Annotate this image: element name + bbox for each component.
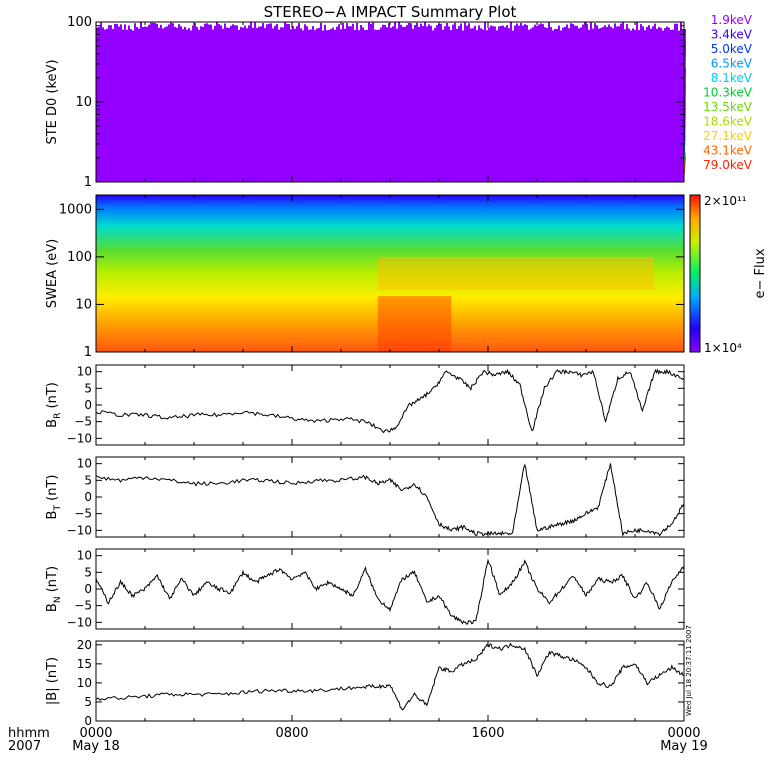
legend-entry: 79.0keV <box>703 158 753 172</box>
y-tick-label: 100 <box>67 15 92 30</box>
y-tick-label: 10 <box>75 297 92 312</box>
legend-entry: 10.3keV <box>703 86 753 100</box>
time-tick-label: 1600 <box>471 726 504 741</box>
y-tick-label: 1 <box>84 175 92 190</box>
y-tick-label: −10 <box>67 523 92 537</box>
y-tick-label: 0 <box>84 490 92 504</box>
panel-ste: 1 10 100 STE D0 (keV) 1.9keV3.4keV5.0keV6.5k… <box>45 13 753 190</box>
figure-title: STEREO−A IMPACT Summary Plot <box>264 3 517 21</box>
panel-frame <box>95 364 685 446</box>
panel-frame <box>95 640 685 722</box>
y-tick-label: 10 <box>77 457 92 471</box>
panel-bt: 10 5 0 −5 −10 BT (nT) <box>45 456 685 538</box>
y-tick-label: 5 <box>84 565 92 579</box>
panel-swea: 1 10 100 1000 SWEA (eV) 2×10¹¹ 1×10⁴ e− Flux <box>45 194 768 360</box>
legend-entry: 3.4keV <box>711 28 753 42</box>
y-tick-label: −5 <box>74 507 92 521</box>
time-tick-label: 0000 <box>667 726 700 741</box>
y-axis-label: BT (nT) <box>45 475 63 520</box>
y-tick-label: 0 <box>84 398 92 412</box>
y-tick-label: 0 <box>84 714 92 728</box>
colorbar <box>689 194 701 353</box>
colorbar-max-label: 2×10¹¹ <box>704 194 747 208</box>
panel-bn: 10 5 0 −5 −10 BN (nT) <box>45 548 685 630</box>
y-tick-label: 1 <box>84 345 92 360</box>
swea-enhancement <box>377 256 654 291</box>
y-tick-label: 5 <box>84 381 92 395</box>
y-tick-label: 100 <box>67 250 92 265</box>
corner-label-bottom: 2007 <box>8 739 41 754</box>
y-tick-label: 10 <box>75 95 92 110</box>
panel-br: 10 5 0 −5 −10 BR (nT) <box>45 364 685 446</box>
y-axis-label: STE D0 (keV) <box>45 59 60 144</box>
legend-entry: 13.5keV <box>703 100 753 114</box>
y-tick-label: 10 <box>77 549 92 563</box>
y-axis-label: BR (nT) <box>45 382 63 428</box>
time-tick-label: 0800 <box>275 726 308 741</box>
y-tick-label: 5 <box>84 473 92 487</box>
y-tick-label: 0 <box>84 582 92 596</box>
swea-enhancement <box>377 296 452 352</box>
legend-entry: 27.1keV <box>703 129 753 143</box>
legend-entry: 6.5keV <box>711 57 753 71</box>
time-tick-sublabel: May 18 <box>72 739 120 754</box>
side-stamp: Wed Jul 18 20:37:11 2007 <box>685 625 693 716</box>
time-tick-sublabel: May 19 <box>660 739 708 754</box>
legend-entry: 5.0keV <box>711 42 753 56</box>
colorbar-min-label: 1×10⁴ <box>704 341 742 355</box>
legend-entry: 18.6keV <box>703 115 753 129</box>
panel-frame <box>95 456 685 538</box>
y-axis-label: BN (nT) <box>45 566 63 612</box>
y-tick-label: −10 <box>67 431 92 445</box>
y-tick-label: 10 <box>77 365 92 379</box>
series-line-br <box>95 368 685 434</box>
y-tick-label: 10 <box>77 676 92 690</box>
y-tick-label: −5 <box>74 599 92 613</box>
colorbar-label: e− Flux <box>753 248 768 298</box>
panel-bmag: 20 15 10 5 0 |B| (nT) <box>45 638 685 728</box>
time-tick-label: 0000 <box>79 726 112 741</box>
legend-entry: 43.1keV <box>703 144 753 158</box>
y-tick-label: 1000 <box>59 202 92 217</box>
series-line-bt <box>95 463 685 538</box>
legend-entry: 8.1keV <box>711 71 753 85</box>
panel-frame <box>95 548 685 630</box>
corner-label-top: hhmm <box>8 726 50 741</box>
y-axis-label: |B| (nT) <box>45 657 60 705</box>
y-tick-label: 20 <box>77 638 92 652</box>
series-line-bn <box>95 558 685 625</box>
y-tick-label: 15 <box>77 657 92 671</box>
legend-entry: 1.9keV <box>711 13 753 27</box>
y-tick-label: −10 <box>67 615 92 629</box>
y-axis-label: SWEA (eV) <box>45 239 60 308</box>
y-tick-label: −5 <box>74 415 92 429</box>
ste-series-1.9keV <box>96 22 686 182</box>
series-line-bmag <box>95 642 684 711</box>
y-tick-label: 5 <box>84 695 92 709</box>
